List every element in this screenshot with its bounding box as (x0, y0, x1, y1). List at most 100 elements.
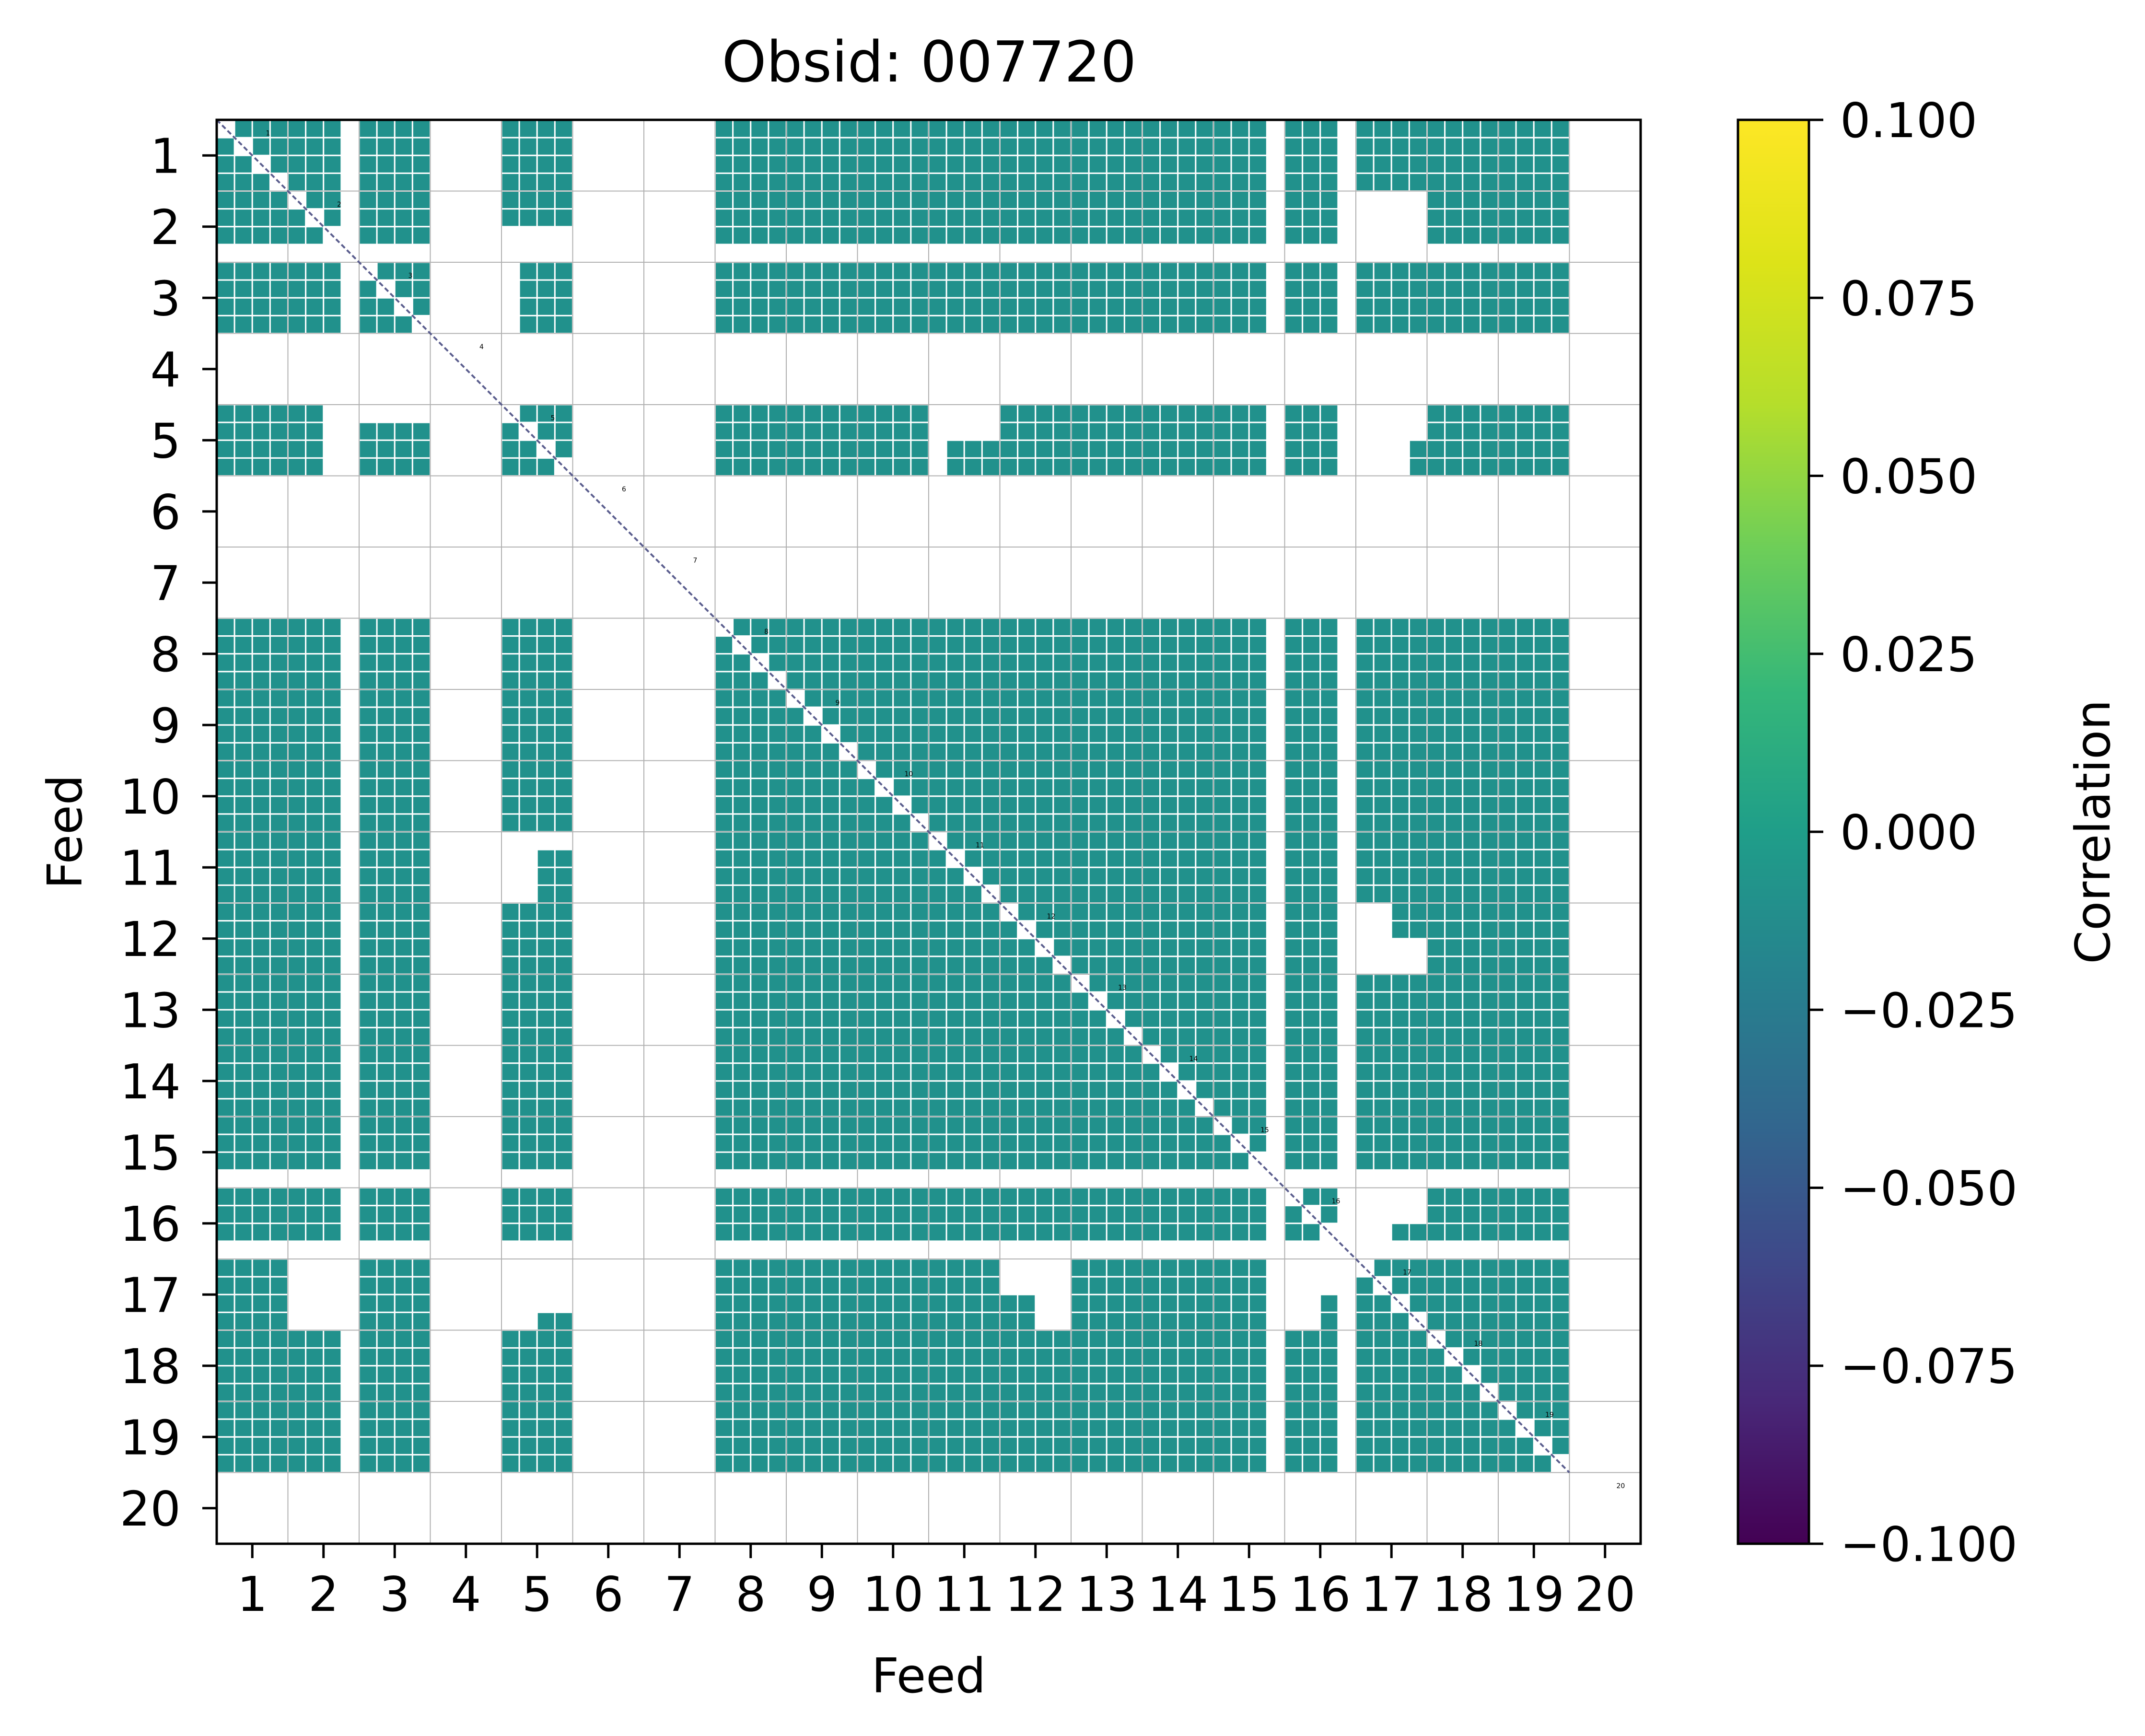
heatmap-cell (1550, 1133, 1571, 1153)
heatmap-cell (251, 1365, 271, 1385)
heatmap-cell (1017, 279, 1037, 299)
heatmap-cell (857, 706, 876, 726)
heatmap-cell (1515, 226, 1535, 245)
heatmap-cell (518, 618, 538, 637)
heatmap-cell (1480, 706, 1499, 726)
heatmap-cell (1515, 938, 1535, 957)
heatmap-cell (1550, 297, 1571, 316)
heatmap-cell (768, 1080, 787, 1100)
x-tick-label: 1 (237, 1566, 268, 1622)
heatmap-cell (536, 137, 556, 156)
heatmap-cell (1497, 1329, 1517, 1349)
heatmap-cell (358, 1062, 378, 1082)
heatmap-cell (1123, 671, 1143, 690)
heatmap-cell (892, 635, 912, 655)
heatmap-cell (803, 760, 823, 780)
heatmap-cell (251, 635, 271, 655)
heatmap-cell (1123, 1187, 1143, 1207)
heatmap-cell (1159, 884, 1179, 904)
heatmap-cell (1480, 635, 1499, 655)
heatmap-cell (1302, 315, 1321, 335)
heatmap-cell (1230, 190, 1250, 210)
heatmap-cell (1195, 831, 1214, 851)
heatmap-cell (1248, 172, 1268, 192)
heatmap-cell (554, 297, 574, 316)
heatmap-cell (750, 1223, 769, 1242)
heatmap-cell (1142, 1400, 1161, 1420)
heatmap-cell (750, 884, 769, 904)
heatmap-cell (376, 1133, 396, 1153)
heatmap-cell (1195, 1293, 1214, 1313)
heatmap-cell (1230, 724, 1250, 744)
heatmap-cell (1106, 991, 1125, 1011)
heatmap-cell (732, 955, 752, 975)
heatmap-cell (251, 1258, 271, 1278)
heatmap-cell (945, 778, 965, 797)
heatmap-cell (1052, 226, 1072, 245)
heatmap-cell (554, 724, 574, 744)
heatmap-cell (411, 884, 431, 904)
heatmap-cell (394, 902, 413, 922)
heatmap-cell (1550, 938, 1571, 957)
heatmap-cell (376, 813, 396, 833)
heatmap-cell (358, 1311, 378, 1331)
heatmap-cell (1230, 172, 1250, 192)
heatmap-cell (1319, 991, 1339, 1011)
heatmap-cell (518, 1329, 538, 1349)
heatmap-cell (732, 1080, 752, 1100)
heatmap-cell (910, 1151, 930, 1171)
heatmap-cell (1088, 190, 1107, 210)
heatmap-cell (857, 190, 876, 210)
heatmap-cell (1017, 742, 1037, 762)
heatmap-cell (768, 688, 787, 708)
heatmap-cell (1052, 404, 1072, 423)
heatmap-cell (839, 1293, 859, 1313)
heatmap-cell (1497, 991, 1517, 1011)
heatmap-cell (732, 795, 752, 815)
heatmap-cell (1123, 973, 1143, 993)
heatmap-cell (963, 1400, 983, 1420)
heatmap-cell (714, 1062, 734, 1082)
heatmap-cell (411, 778, 431, 797)
heatmap-cell (1373, 1133, 1392, 1153)
heatmap-cell (1248, 1418, 1268, 1438)
heatmap-cell (1088, 706, 1107, 726)
heatmap-cell (714, 991, 734, 1011)
heatmap-cell (1355, 1116, 1375, 1135)
heatmap-cell (821, 760, 840, 780)
heatmap-cell (376, 653, 396, 673)
heatmap-cell (1106, 1454, 1125, 1474)
heatmap-cell (1533, 208, 1552, 228)
heatmap-cell (785, 1383, 805, 1402)
heatmap-cell (1533, 671, 1552, 690)
heatmap-cell (1230, 1026, 1250, 1047)
heatmap-cell (323, 991, 342, 1011)
heatmap-cell (358, 795, 378, 815)
heatmap-cell (1444, 938, 1464, 957)
heatmap-cell (269, 1151, 289, 1171)
heatmap-cell (1355, 671, 1375, 690)
heatmap-cell (768, 778, 787, 797)
heatmap-cell (714, 1258, 734, 1278)
heatmap-cell (768, 279, 787, 299)
diagonal-feed-label: 4 (479, 343, 484, 351)
heatmap-cell (785, 421, 805, 441)
heatmap-cell (216, 760, 235, 780)
heatmap-cell (251, 1098, 271, 1118)
heatmap-cell (1426, 1418, 1446, 1438)
heatmap-cell (1284, 1223, 1304, 1242)
heatmap-cell (803, 279, 823, 299)
heatmap-cell (1017, 973, 1037, 993)
heatmap-cell (1497, 1258, 1517, 1278)
heatmap-cell (1480, 955, 1499, 975)
heatmap-cell (892, 1045, 912, 1064)
heatmap-cell (1319, 1400, 1339, 1420)
heatmap-cell (411, 261, 431, 281)
heatmap-cell (750, 991, 769, 1011)
heatmap-cell (358, 724, 378, 744)
heatmap-cell (1444, 902, 1464, 922)
heatmap-cell (394, 653, 413, 673)
heatmap-cell (1070, 902, 1090, 922)
heatmap-cell (1230, 1436, 1250, 1456)
heatmap-cell (358, 635, 378, 655)
